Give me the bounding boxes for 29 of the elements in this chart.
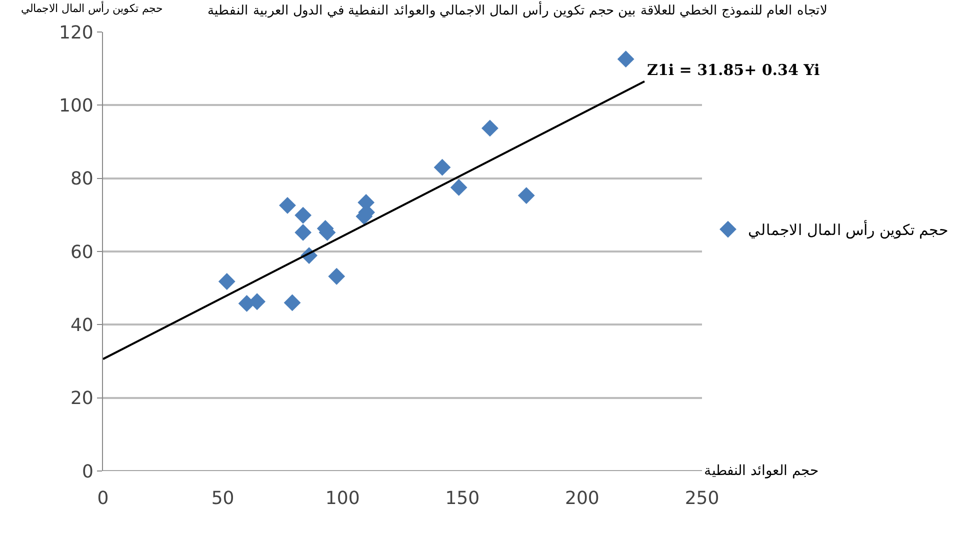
legend-label: حجم تكوين رأس المال الاجمالي [748,220,948,240]
y-axis-title: حجم تكوين رأس المال الاجمالي [21,1,163,15]
x-tick-label: 50 [211,488,234,509]
point [518,187,535,204]
point [284,294,301,312]
x-tick-label: 200 [565,488,600,509]
y-tick-label: 60 [70,242,94,263]
x-tick-label: 150 [445,488,480,509]
y-tick-label: 40 [70,314,94,336]
y-tick-label: 80 [70,168,94,190]
x-axis-title: حجم العوائد النفطية [704,463,819,479]
point [294,224,312,241]
annotation: Z1i = 31.85+ 0.34 Yi [647,61,820,79]
chart-title: لاتجاه العام للنموذج الخطي للعلاقة بين حجم تكوين رأس المال الاجمالي والعوائد النفطية في الدول العربية النفطية [208,2,827,19]
point [279,196,296,214]
y-tick-label: 20 [70,388,94,410]
point [617,50,634,68]
point [218,273,236,290]
y-tick-label: 0 [82,461,94,482]
point [450,179,468,196]
y-tick-label: 100 [59,95,94,116]
point [294,206,312,224]
point [434,158,451,176]
point [328,268,346,285]
x-tick-label: 0 [97,488,109,509]
x-tick-label: 100 [325,488,360,509]
point [482,120,498,137]
y-tick-label: 120 [59,22,94,44]
x-tick-label: 250 [684,488,720,509]
